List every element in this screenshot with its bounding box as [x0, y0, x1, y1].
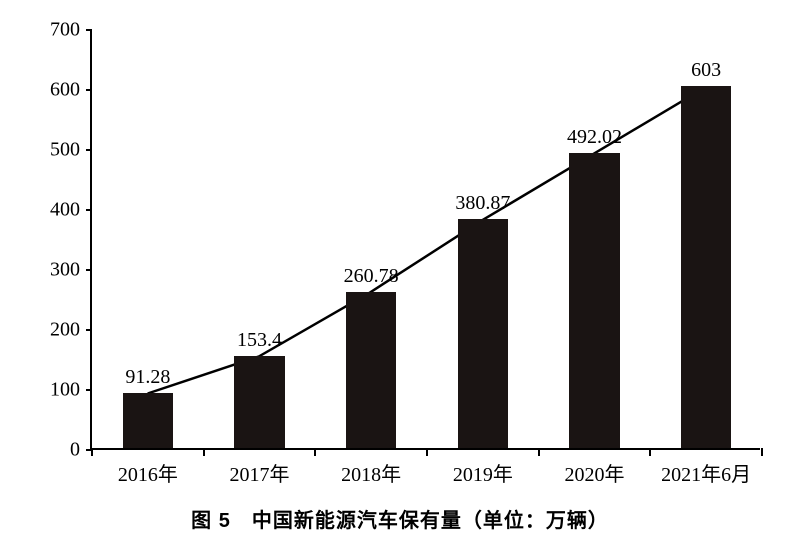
y-tick	[86, 329, 92, 331]
y-tick	[86, 29, 92, 31]
y-tick-label: 600	[50, 79, 80, 102]
y-tick	[86, 149, 92, 151]
bar	[123, 393, 173, 448]
x-tick	[761, 448, 763, 456]
bar	[458, 219, 508, 448]
x-tick	[538, 448, 540, 456]
x-tick	[426, 448, 428, 456]
y-tick-label: 100	[50, 379, 80, 402]
y-tick	[86, 209, 92, 211]
x-tick	[203, 448, 205, 456]
x-tick-label: 2019年	[453, 458, 513, 487]
y-tick-label: 200	[50, 319, 80, 342]
y-tick-label: 400	[50, 199, 80, 222]
x-tick	[649, 448, 651, 456]
bar-value-label: 153.4	[237, 329, 282, 352]
bar	[681, 86, 731, 448]
bar-value-label: 603	[691, 59, 721, 82]
y-tick	[86, 89, 92, 91]
y-tick-label: 300	[50, 259, 80, 282]
bar	[234, 356, 284, 448]
x-tick-label: 2017年	[230, 458, 290, 487]
y-tick-label: 0	[70, 439, 80, 462]
y-tick	[86, 389, 92, 391]
x-tick	[314, 448, 316, 456]
bar-value-label: 380.87	[455, 192, 510, 215]
x-tick-label: 2020年	[565, 458, 625, 487]
x-tick	[91, 448, 93, 456]
bar-value-label: 492.02	[567, 126, 622, 149]
plot-area: 010020030040050060070091.282016年153.4201…	[90, 30, 760, 450]
y-tick-label: 700	[50, 19, 80, 42]
bar	[569, 153, 619, 448]
x-tick-label: 2016年	[118, 458, 178, 487]
x-tick-label: 2021年6月	[661, 458, 751, 487]
chart-caption: 图 5 中国新能源汽车保有量（单位：万辆）	[0, 504, 800, 533]
y-tick-label: 500	[50, 139, 80, 162]
trend-line	[92, 30, 760, 448]
bar	[346, 292, 396, 448]
bar-value-label: 91.28	[125, 366, 170, 389]
x-tick-label: 2018年	[341, 458, 401, 487]
chart-container: 0 100 200 300 400 500 600 700 91.28 2016年 153.4 201…	[30, 20, 770, 500]
y-tick	[86, 269, 92, 271]
bar-value-label: 260.78	[344, 265, 399, 288]
